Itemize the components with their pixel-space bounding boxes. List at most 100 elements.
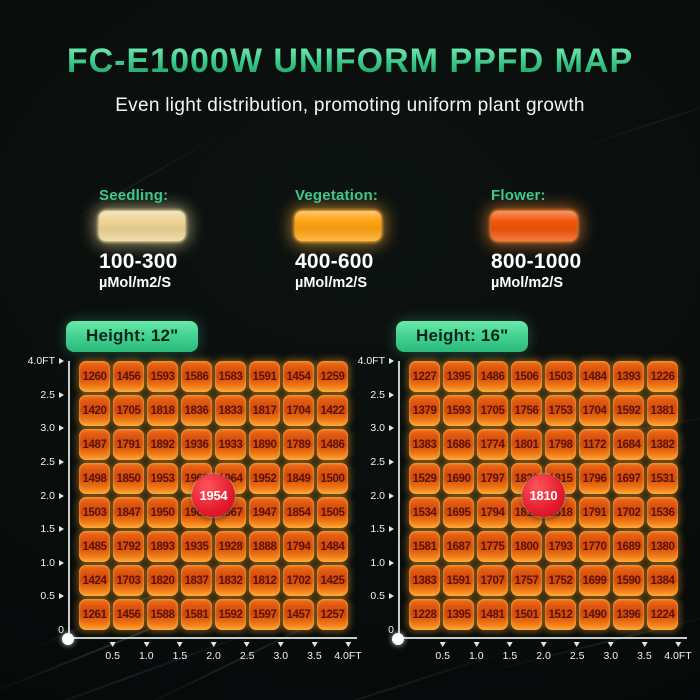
ppfd-cell: 1501 xyxy=(511,599,542,630)
ppfd-cell: 1792 xyxy=(113,531,144,562)
legend-label: Vegetation: xyxy=(295,187,379,204)
y-axis-tick-label: 0.5 xyxy=(370,590,394,602)
y-axis-tick-label: 1.5 xyxy=(40,523,64,535)
seedling-color-swatch xyxy=(99,211,185,241)
ppfd-cell: 1531 xyxy=(647,463,678,494)
x-axis-tick-label: 3.5 xyxy=(307,642,322,662)
ppfd-cell: 1847 xyxy=(113,497,144,528)
x-axis-tick-label: 3.5 xyxy=(637,642,652,662)
ppfd-grid: 1227 1395 1486 1506 1503 1484 1393 1226 1379 1593… xyxy=(409,361,678,630)
y-axis-tick-label: 2.5 xyxy=(370,456,394,468)
ppfd-cell: 1791 xyxy=(579,497,610,528)
ppfd-cell: 1583 xyxy=(215,361,246,392)
ppfd-cell: 1505 xyxy=(317,497,348,528)
legend-item-flower: Flower: 800-1000 µMol/m2/S xyxy=(491,187,601,291)
ppfd-cell: 1854 xyxy=(283,497,314,528)
y-axis-tick-label: 2.5 xyxy=(40,456,64,468)
y-axis-tick-label: 1.0 xyxy=(40,557,64,569)
y-axis-tick-label: 2.0 xyxy=(40,490,64,502)
ppfd-grid: 1260 1456 1593 1586 1583 1591 1454 1259 1420 1705… xyxy=(79,361,348,630)
ppfd-legend: Seedling: 100-300 µMol/m2/S Vegetation: … xyxy=(0,187,700,291)
ppfd-cell: 1704 xyxy=(283,395,314,426)
ppfd-cell: 1705 xyxy=(113,395,144,426)
ppfd-cell: 1395 xyxy=(443,361,474,392)
ppfd-cell: 1888 xyxy=(249,531,280,562)
y-axis-tick-label: 4.0FT xyxy=(358,355,394,367)
y-axis-tick-label: 0.5 xyxy=(40,590,64,602)
y-axis-tick-label: 2.5 xyxy=(40,389,64,401)
ppfd-cell: 1890 xyxy=(249,429,280,460)
ppfd-cell: 1597 xyxy=(249,599,280,630)
x-axis-labels: 0.5 1.0 1.5 2.0 2.5 3.0 3.5 4.0FT xyxy=(68,639,362,669)
legend-range: 100-300 xyxy=(99,250,178,273)
ppfd-cell: 1818 xyxy=(147,395,178,426)
ppfd-cell: 1952 xyxy=(249,463,280,494)
ppfd-cell: 1850 xyxy=(113,463,144,494)
ppfd-cell: 1485 xyxy=(79,531,110,562)
plot-area: 1260 1456 1593 1586 1583 1591 1454 1259 1420 1705… xyxy=(62,361,357,645)
ppfd-cell: 1796 xyxy=(579,463,610,494)
ppfd-cell: 1227 xyxy=(409,361,440,392)
legend-range: 800-1000 xyxy=(491,250,582,273)
ppfd-cell: 1456 xyxy=(113,599,144,630)
page-subtitle: Even light distribution, promoting unifo… xyxy=(115,95,585,116)
ppfd-cell: 1384 xyxy=(647,565,678,596)
ppfd-cell: 1592 xyxy=(613,395,644,426)
ppfd-cell: 1801 xyxy=(511,429,542,460)
x-axis-tick-label: 2.0 xyxy=(536,642,551,662)
ppfd-cell: 1684 xyxy=(613,429,644,460)
ppfd-cell: 1756 xyxy=(511,395,542,426)
ppfd-cell: 1590 xyxy=(613,565,644,596)
ppfd-cell: 1791 xyxy=(113,429,144,460)
ppfd-cell: 1686 xyxy=(443,429,474,460)
ppfd-cell: 1752 xyxy=(545,565,576,596)
legend-unit: µMol/m2/S xyxy=(295,275,368,291)
peak-value-badge: 1810 xyxy=(522,474,565,517)
legend-item-seedling: Seedling: 100-300 µMol/m2/S xyxy=(99,187,209,291)
ppfd-cell: 1484 xyxy=(317,531,348,562)
ppfd-cell: 1849 xyxy=(283,463,314,494)
ppfd-cell: 1396 xyxy=(613,599,644,630)
ppfd-cell: 1500 xyxy=(317,463,348,494)
x-axis-tick-label: 1.0 xyxy=(469,642,484,662)
ppfd-cell: 1484 xyxy=(579,361,610,392)
legend-unit: µMol/m2/S xyxy=(99,275,172,291)
ppfd-cell: 1832 xyxy=(215,565,246,596)
ppfd-cell: 1591 xyxy=(443,565,474,596)
ppfd-cell: 1687 xyxy=(443,531,474,562)
ppfd-cell: 1226 xyxy=(647,361,678,392)
ppfd-cell: 1775 xyxy=(477,531,508,562)
ppfd-cell: 1512 xyxy=(545,599,576,630)
y-axis-tick-label: 0 xyxy=(388,624,394,636)
ppfd-cell: 1936 xyxy=(181,429,212,460)
ppfd-cell: 1699 xyxy=(579,565,610,596)
axis-origin-dot xyxy=(392,633,404,645)
ppfd-cell: 1695 xyxy=(443,497,474,528)
ppfd-cell: 1486 xyxy=(477,361,508,392)
x-axis-tick-label: 1.5 xyxy=(173,642,187,662)
ppfd-cell: 1793 xyxy=(545,531,576,562)
ppfd-cell: 1705 xyxy=(477,395,508,426)
ppfd-cell: 1690 xyxy=(443,463,474,494)
ppfd-cell: 1383 xyxy=(409,565,440,596)
ppfd-chart-height-16: Height: 16" 4.0FT 2.5 3.0 2.5 2.0 1.5 1.0 0.5 0 … xyxy=(352,321,692,669)
legend-label: Flower: xyxy=(491,187,546,204)
ppfd-chart-height-12: Height: 12" 4.0FT 2.5 3.0 2.5 2.0 1.5 1.0 0.5 0 … xyxy=(22,321,362,669)
y-axis-tick-label: 1.0 xyxy=(370,557,394,569)
y-axis-tick-label: 4.0FT xyxy=(28,355,64,367)
page-title: FC-E1000W UNIFORM PPFD MAP xyxy=(66,42,634,80)
ppfd-cell: 1503 xyxy=(79,497,110,528)
x-axis-tick-label: 2.5 xyxy=(240,642,254,662)
ppfd-cell: 1928 xyxy=(215,531,246,562)
ppfd-cell: 1420 xyxy=(79,395,110,426)
ppfd-cell: 1381 xyxy=(647,395,678,426)
ppfd-cell: 1797 xyxy=(477,463,508,494)
ppfd-cell: 1380 xyxy=(647,531,678,562)
axis-origin-dot xyxy=(62,633,74,645)
x-axis-tick-label: 1.5 xyxy=(503,642,517,662)
plot-area: 1227 1395 1486 1506 1503 1484 1393 1226 1379 1593… xyxy=(392,361,687,645)
ppfd-cell: 1581 xyxy=(409,531,440,562)
ppfd-cell: 1457 xyxy=(283,599,314,630)
y-axis-tick-label: 0 xyxy=(58,624,64,636)
x-axis-tick-label: 4.0FT xyxy=(664,642,692,662)
